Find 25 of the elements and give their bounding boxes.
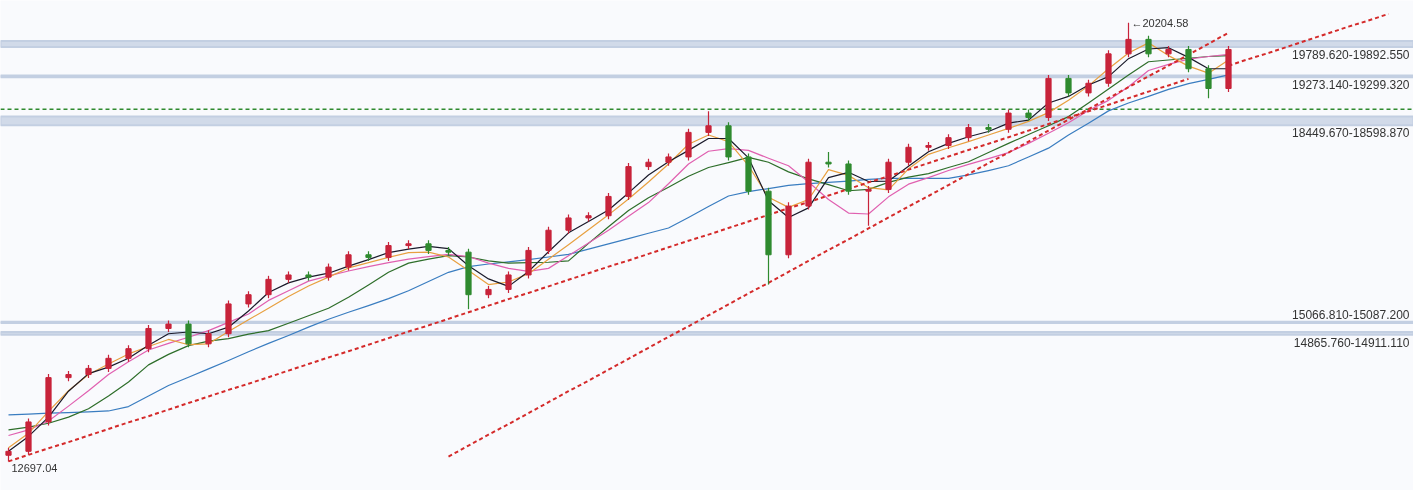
candlestick xyxy=(1065,74,1072,97)
band-label: 15066.810-15087.200 xyxy=(1292,307,1410,322)
candlestick xyxy=(1125,22,1132,58)
candlestick xyxy=(545,226,552,255)
candlestick xyxy=(265,275,272,299)
candlestick xyxy=(1145,35,1152,58)
candlestick xyxy=(1205,64,1212,99)
candlestick xyxy=(905,143,912,167)
candlestick xyxy=(145,324,152,353)
annotation: ←20204.58 xyxy=(1131,16,1189,29)
candlestick xyxy=(345,250,352,272)
text: 12697.04 xyxy=(11,462,58,475)
candlestick xyxy=(605,192,612,220)
candlestick xyxy=(1185,45,1192,73)
candlestick xyxy=(385,241,392,262)
band-label: 14865.760-14911.110 xyxy=(1293,335,1410,350)
candlestick xyxy=(505,270,512,294)
candlestick xyxy=(565,213,572,235)
band-label: 18449.670-18598.870 xyxy=(1292,126,1410,141)
band-label: 19789.620-19892.550 xyxy=(1292,47,1410,62)
candlestick xyxy=(185,319,192,348)
candlestick xyxy=(705,110,712,137)
candlestick xyxy=(1005,108,1012,134)
candlestick xyxy=(865,185,872,227)
band-label: 19273.140-19299.320 xyxy=(1292,78,1410,93)
